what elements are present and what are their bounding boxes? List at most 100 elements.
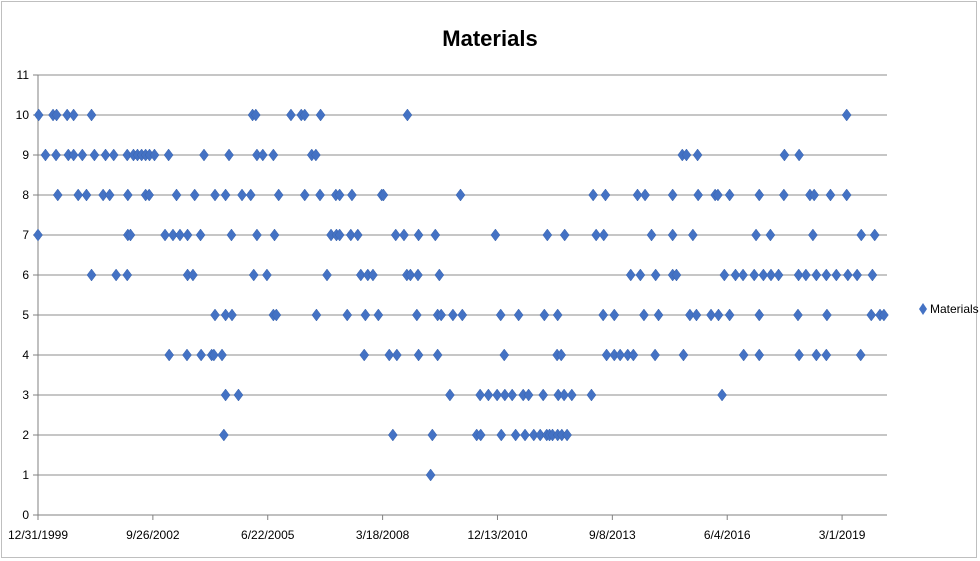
data-point (646, 228, 657, 242)
data-point (315, 188, 325, 202)
data-point (182, 348, 192, 362)
data-point (248, 268, 259, 282)
data-point (667, 228, 678, 242)
data-point (825, 188, 836, 202)
data-point (257, 148, 268, 162)
data-point (562, 428, 572, 442)
data-point (749, 268, 760, 282)
data-point (852, 268, 862, 282)
data-point (227, 308, 237, 322)
axes (33, 74, 887, 520)
data-point (413, 348, 424, 362)
data-point (528, 428, 539, 442)
data-point (640, 188, 650, 202)
data-point (600, 188, 611, 202)
data-point (226, 228, 237, 242)
data-point (33, 108, 44, 122)
y-tick-labels: 0 1 2 3 4 5 6 7 8 9 10 11 (16, 68, 30, 522)
data-point (430, 228, 441, 242)
y-tick-label: 8 (22, 188, 29, 202)
data-point (384, 348, 395, 362)
data-point (688, 228, 698, 242)
data-point (867, 268, 878, 282)
x-tick-label: 9/26/2002 (126, 528, 180, 542)
data-point (713, 308, 724, 322)
data-point (311, 148, 321, 162)
data-point (542, 228, 553, 242)
data-point (268, 148, 279, 162)
data-point (615, 348, 625, 362)
data-point (713, 188, 723, 202)
data-point (149, 148, 160, 162)
data-point (217, 348, 227, 362)
data-point (219, 428, 229, 442)
data-point (373, 308, 384, 322)
data-point (766, 268, 776, 282)
data-point (52, 188, 63, 202)
data-point (73, 188, 84, 202)
legend-label: Materials (930, 302, 979, 316)
data-point (432, 348, 443, 362)
data-point (495, 308, 506, 322)
data-point (77, 148, 88, 162)
data-point (62, 108, 72, 122)
data-point (224, 148, 234, 162)
data-point (693, 188, 703, 202)
data-point (535, 428, 546, 442)
data-point (104, 188, 115, 202)
data-point (751, 228, 761, 242)
data-point (448, 308, 458, 322)
data-point (793, 268, 804, 282)
y-tick-label: 7 (22, 228, 29, 242)
x-tick-labels: 12/31/1999 9/26/2002 6/22/2005 3/18/2008 12/… (8, 528, 866, 542)
data-point (691, 308, 702, 322)
data-point (122, 268, 133, 282)
y-tick-label: 4 (22, 348, 29, 362)
data-point (188, 268, 198, 282)
data-point (667, 188, 678, 202)
data-point (233, 388, 244, 402)
data-point (779, 188, 789, 202)
data-point (269, 228, 280, 242)
legend-marker (919, 303, 927, 315)
data-point (809, 188, 819, 202)
data-point (598, 308, 608, 322)
data-point (866, 308, 877, 322)
data-points (33, 108, 889, 482)
data-point (436, 308, 447, 322)
data-point (33, 228, 43, 242)
data-point (322, 268, 332, 282)
data-point (650, 348, 660, 362)
data-point (632, 188, 643, 202)
data-point (412, 308, 422, 322)
data-point (175, 228, 185, 242)
data-point (500, 388, 510, 402)
data-point (164, 348, 174, 362)
data-point (237, 188, 247, 202)
data-point (345, 228, 356, 242)
x-tick-label: 9/8/2013 (589, 528, 636, 542)
data-point (492, 388, 502, 402)
data-point (879, 308, 889, 322)
data-point (355, 268, 366, 282)
data-point (738, 348, 749, 362)
data-point (692, 148, 703, 162)
data-point (342, 308, 353, 322)
data-point (220, 388, 231, 402)
data-point (793, 308, 803, 322)
data-point (773, 268, 784, 282)
data-point (566, 388, 577, 402)
data-point (89, 148, 100, 162)
data-point (754, 188, 765, 202)
data-point (125, 228, 136, 242)
data-point (171, 188, 182, 202)
data-point (189, 188, 200, 202)
legend: Materials (919, 302, 979, 316)
data-point (51, 108, 62, 122)
data-point (250, 108, 261, 122)
data-point (730, 268, 741, 282)
data-point (98, 188, 108, 202)
data-point (144, 188, 155, 202)
data-point (538, 388, 549, 402)
